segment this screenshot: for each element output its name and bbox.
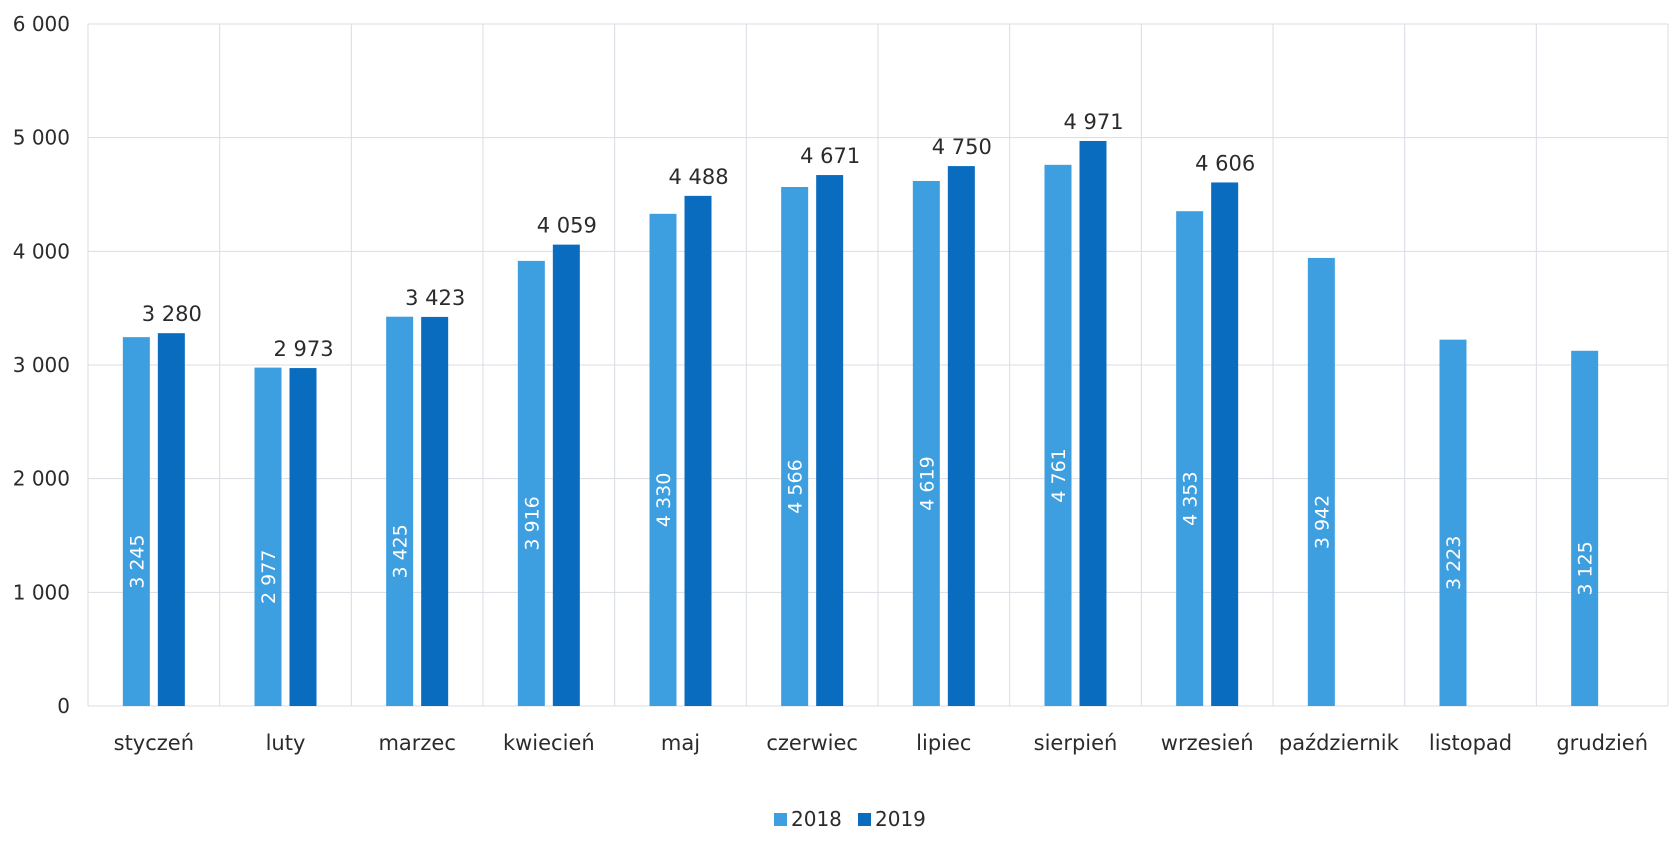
bar-2018-value-label: 4 330 (653, 473, 675, 527)
y-tick-label: 2 000 (13, 467, 70, 491)
x-tick-label: kwiecień (503, 731, 595, 755)
bar-2018 (1439, 339, 1467, 706)
bar-2018 (781, 186, 809, 707)
y-tick-label: 5 000 (13, 126, 70, 150)
bar-2019-value-label: 3 280 (142, 302, 202, 326)
bar-2018 (386, 316, 414, 706)
bar-2019-value-label: 4 606 (1195, 151, 1255, 175)
bar-2019-value-label: 2 973 (273, 337, 333, 361)
bar-2018-value-label: 3 425 (390, 524, 412, 578)
bar-2018-value-label: 4 761 (1048, 448, 1070, 502)
x-axis: styczeń luty marzec kwiecień maj czerwiec lipi… (114, 731, 1648, 755)
chart-bars: 3 245 3 280 2 977 2 973 3 425 3 423 3 916 4 059… (122, 110, 1599, 707)
legend-swatch (774, 813, 787, 826)
bar-2018-value-label: 3 942 (1311, 495, 1333, 549)
bar-2018 (122, 337, 150, 706)
y-tick-label: 3 000 (13, 353, 70, 377)
bar-2018 (1176, 211, 1204, 707)
x-tick-label: styczeń (114, 731, 194, 755)
bar-2019 (421, 316, 449, 706)
x-tick-label: sierpień (1034, 731, 1118, 755)
x-tick-label: czerwiec (766, 731, 858, 755)
bar-2019 (816, 175, 844, 707)
x-tick-label: marzec (378, 731, 455, 755)
x-tick-label: wrzesień (1161, 731, 1254, 755)
legend-label: 2018 (791, 807, 842, 831)
bar-2018-value-label: 2 977 (258, 550, 280, 604)
y-axis: 0 1 000 2 000 3 000 4 000 5 000 6 000 (13, 12, 70, 718)
y-tick-label: 4 000 (13, 239, 70, 263)
bar-2018-value-label: 3 223 (1443, 536, 1465, 590)
bar-2018 (1571, 350, 1599, 706)
x-tick-label: listopad (1429, 731, 1512, 755)
y-tick-label: 0 (57, 694, 70, 718)
bar-2018-value-label: 4 353 (1180, 471, 1202, 525)
bar-2018-value-label: 4 619 (916, 456, 938, 510)
bar-2018 (254, 367, 282, 706)
y-tick-label: 1 000 (13, 580, 70, 604)
y-tick-label: 6 000 (13, 12, 70, 36)
x-tick-label: luty (266, 731, 306, 755)
legend: 2018 2019 (774, 807, 926, 831)
x-tick-label: maj (661, 731, 700, 755)
x-tick-label: lipiec (916, 731, 971, 755)
bar-2019-value-label: 4 488 (668, 165, 728, 189)
bar-2019-value-label: 4 671 (800, 144, 860, 168)
bar-2018 (1044, 164, 1072, 706)
bar-2019-value-label: 4 971 (1063, 110, 1123, 134)
x-tick-label: grudzień (1556, 731, 1648, 755)
bar-2019 (289, 368, 317, 706)
bar-2019-value-label: 4 059 (537, 214, 597, 238)
bar-2018 (649, 213, 677, 706)
bar-2019-value-label: 4 750 (932, 135, 992, 159)
bar-2019-value-label: 3 423 (405, 286, 465, 310)
bar-2019 (1079, 140, 1107, 706)
bar-2018-value-label: 4 566 (785, 459, 807, 513)
bar-2018-value-label: 3 245 (126, 534, 148, 588)
bar-2018 (1307, 257, 1335, 706)
bar-2018 (912, 180, 940, 707)
bar-2019 (157, 333, 185, 706)
bar-2019 (552, 244, 580, 706)
bar-2018-value-label: 3 916 (521, 496, 543, 550)
chart-grid (87, 23, 1669, 707)
bar-2019 (1211, 182, 1239, 706)
legend-label: 2019 (875, 807, 926, 831)
x-tick-label: październik (1279, 731, 1400, 755)
bar-2018 (517, 260, 545, 706)
legend-swatch (858, 813, 871, 826)
bar-2018-value-label: 3 125 (1575, 541, 1597, 595)
bar-2019 (684, 195, 712, 706)
bar-2019 (947, 166, 975, 707)
